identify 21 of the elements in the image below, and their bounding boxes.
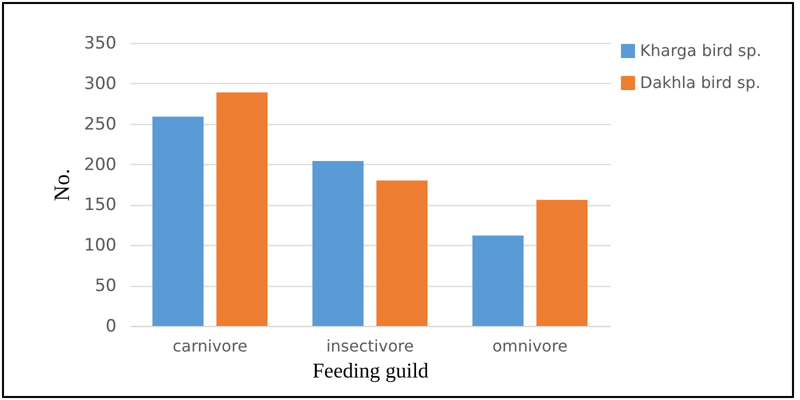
y-tick-label: 150 [84,195,116,216]
y-tick-label: 100 [84,236,116,256]
y-axis-title: No. [49,168,74,202]
bar [216,92,268,326]
legend-label: Dakhla bird sp. [640,73,761,92]
bar [376,180,428,326]
x-axis-title: Feeding guild [312,358,430,382]
bar [536,200,588,326]
bar [312,161,364,326]
legend-label: Kharga bird sp. [640,41,762,60]
bar [472,235,524,326]
x-tick-label: omnivore [492,336,568,356]
y-tick-label: 0 [106,316,116,336]
y-tick-label: 250 [84,114,116,134]
x-tick-label: carnivore [172,336,248,356]
y-tick-label: 200 [84,154,116,175]
y-tick-label: 350 [84,34,116,54]
x-tick-label: insectivore [326,336,414,356]
y-tick-label: 300 [84,74,116,94]
y-tick-label: 50 [94,276,116,296]
bar [152,116,204,326]
